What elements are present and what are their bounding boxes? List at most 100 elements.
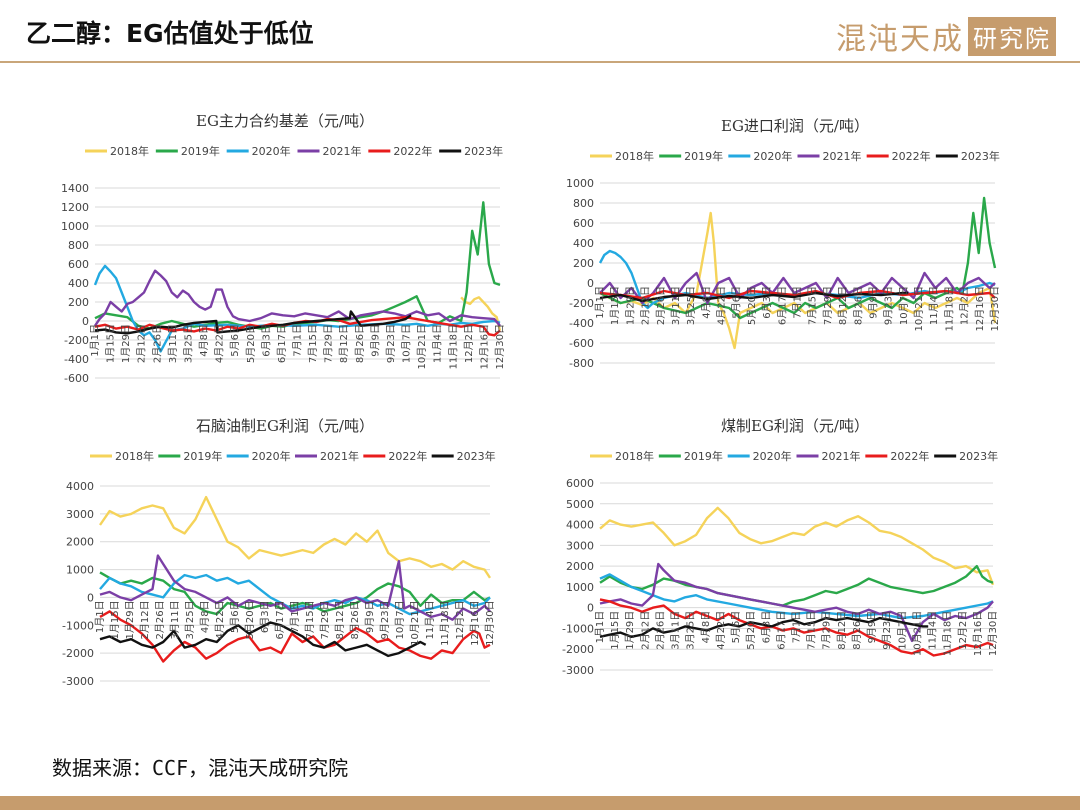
- y-tick-label: 1400: [61, 182, 89, 195]
- x-tick-label: 2月12日: [139, 600, 151, 639]
- x-tick-label: 5月6日: [229, 600, 241, 633]
- series-line-2018年: [99, 495, 492, 579]
- x-tick-label: 12月2日: [959, 286, 971, 325]
- x-tick-label: 7月29日: [822, 286, 834, 325]
- y-tick-label: -200: [64, 334, 89, 347]
- legend-label: 2023年: [464, 144, 503, 158]
- series-line-2021年: [94, 269, 501, 327]
- x-tick-label: 12月16日: [478, 324, 490, 369]
- x-tick-label: 11月18日: [447, 324, 459, 369]
- legend-label: 2019年: [183, 449, 222, 463]
- x-tick-label: 2月12日: [639, 611, 651, 650]
- x-tick-label: 9月23日: [883, 286, 895, 325]
- y-tick-label: -1000: [62, 619, 94, 632]
- x-tick-label: 1月1日: [594, 286, 606, 319]
- x-tick-label: 8月26日: [354, 324, 366, 363]
- x-tick-label: 12月30日: [494, 324, 506, 369]
- x-tick-label: 4月22日: [716, 286, 728, 325]
- x-tick-label: 5月6日: [731, 286, 743, 319]
- x-tick-label: 11月4日: [432, 324, 444, 363]
- x-tick-label: 5月20日: [745, 611, 757, 650]
- brand-logo: 混沌天成 研究院: [836, 14, 1056, 58]
- x-tick-label: 2月26日: [154, 600, 166, 639]
- x-tick-label: 10月21日: [409, 600, 421, 645]
- legend-label: 2021年: [323, 144, 362, 158]
- y-tick-label: 400: [573, 237, 594, 250]
- y-tick-label: 0: [587, 277, 594, 290]
- legend-label: 2018年: [615, 449, 654, 463]
- chart-title: 煤制EG利润（元/吨）: [721, 417, 869, 435]
- x-tick-label: 7月29日: [319, 600, 331, 639]
- x-tick-label: 3月25日: [183, 324, 195, 363]
- x-tick-label: 8月12日: [338, 324, 350, 363]
- y-tick-label: 0: [82, 315, 89, 328]
- series-line-2023年: [99, 621, 427, 658]
- x-tick-label: 3月11日: [169, 600, 181, 639]
- x-tick-label: 4月22日: [214, 600, 226, 639]
- y-tick-label: 1000: [66, 564, 94, 577]
- x-tick-label: 7月29日: [323, 324, 335, 363]
- legend-label: 2020年: [252, 144, 291, 158]
- x-tick-label: 11月4日: [424, 600, 436, 639]
- series-line-2019年: [94, 201, 501, 330]
- page-title: 乙二醇：EG估值处于低位: [26, 19, 314, 48]
- chart-legend: 2018年 2019年 2020年 2021年 2022年 2023年: [85, 144, 503, 158]
- y-tick-label: 1000: [61, 220, 89, 233]
- x-tick-label: 7月15日: [304, 600, 316, 639]
- x-tick-label: 7月1日: [289, 600, 301, 633]
- series-line-2019年: [99, 571, 491, 616]
- y-tick-label: 4000: [66, 480, 94, 493]
- legend-label: 2019年: [684, 149, 723, 163]
- x-tick-label: 4月8日: [199, 600, 211, 633]
- y-tick-label: 800: [68, 239, 89, 252]
- y-tick-label: 200: [68, 296, 89, 309]
- legend-label: 2021年: [822, 449, 861, 463]
- x-tick-label: 7月15日: [807, 286, 819, 325]
- y-tick-label: 1000: [566, 581, 594, 594]
- x-tick-label: 1月1日: [89, 324, 101, 357]
- x-tick-label: 3月25日: [184, 600, 196, 639]
- x-tick-label: 12月30日: [484, 600, 496, 645]
- x-tick-label: 4月22日: [715, 611, 727, 650]
- chart-legend: 2018年 2019年 2020年 2021年 2022年 2023年: [590, 449, 998, 463]
- logo-box-text: 研究院: [968, 16, 1056, 56]
- x-tick-label: 11月18日: [943, 286, 955, 331]
- y-tick-label: 1000: [566, 177, 594, 190]
- y-tick-label: 3000: [566, 539, 594, 552]
- x-tick-label: 1月15日: [609, 611, 621, 650]
- x-tick-label: 1月29日: [124, 600, 136, 639]
- x-tick-label: 3月11日: [670, 286, 682, 325]
- series-line-2018年: [599, 506, 995, 586]
- chart-import-profit: EG进口利润（元/吨） 2018年 2019年 2020年 2021年 2022年 2023…: [566, 117, 1001, 370]
- legend-label: 2021年: [823, 149, 862, 163]
- x-tick-label: 8月26日: [852, 286, 864, 325]
- legend-label: 2018年: [615, 149, 654, 163]
- legend-label: 2023年: [961, 149, 1000, 163]
- x-tick-label: 3月11日: [670, 611, 682, 650]
- x-tick-label: 1月29日: [120, 324, 132, 363]
- chart-panel-basis: EG主力合约基差（元/吨） 2018年 2019年 2020年 2021年 2022年 20…: [50, 100, 520, 395]
- legend-label: 2019年: [684, 449, 723, 463]
- x-tick-label: 12月16日: [974, 286, 986, 331]
- x-tick-label: 7月1日: [792, 286, 804, 319]
- chart-panel-import-profit: EG进口利润（元/吨） 2018年 2019年 2020年 2021年 2022年 2023…: [560, 105, 1030, 375]
- legend-label: 2019年: [181, 144, 220, 158]
- x-tick-label: 1月15日: [109, 600, 121, 639]
- x-tick-label: 10月21日: [416, 324, 428, 369]
- x-tick-label: 5月6日: [730, 611, 742, 644]
- y-tick-label: 0: [587, 602, 594, 615]
- x-tick-label: 10月7日: [898, 286, 910, 325]
- x-tick-label: 5月20日: [245, 324, 257, 363]
- x-tick-label: 2月26日: [151, 324, 163, 363]
- x-tick-label: 8月12日: [836, 611, 848, 650]
- x-tick-label: 1月1日: [94, 600, 106, 633]
- x-tick-label: 9月9日: [866, 611, 878, 644]
- x-tick-label: 11月4日: [928, 286, 940, 325]
- x-tick-label: 5月20日: [244, 600, 256, 639]
- x-tick-label: 11月4日: [927, 611, 939, 650]
- x-tick-label: 9月23日: [881, 611, 893, 650]
- x-tick-label: 12月16日: [972, 611, 984, 656]
- legend-label: 2023年: [959, 449, 998, 463]
- y-tick-label: -200: [569, 297, 594, 310]
- x-tick-label: 2月12日: [136, 324, 148, 363]
